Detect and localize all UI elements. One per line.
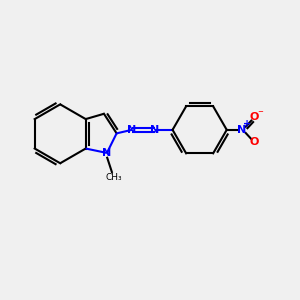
- Text: CH₃: CH₃: [105, 173, 122, 182]
- Text: N: N: [237, 125, 247, 135]
- Text: N: N: [127, 125, 136, 135]
- Text: ⁻: ⁻: [257, 109, 263, 119]
- Text: O: O: [250, 137, 259, 147]
- Text: O: O: [250, 112, 259, 122]
- Text: +: +: [243, 119, 251, 129]
- Text: N: N: [150, 125, 160, 135]
- Text: N: N: [102, 148, 112, 158]
